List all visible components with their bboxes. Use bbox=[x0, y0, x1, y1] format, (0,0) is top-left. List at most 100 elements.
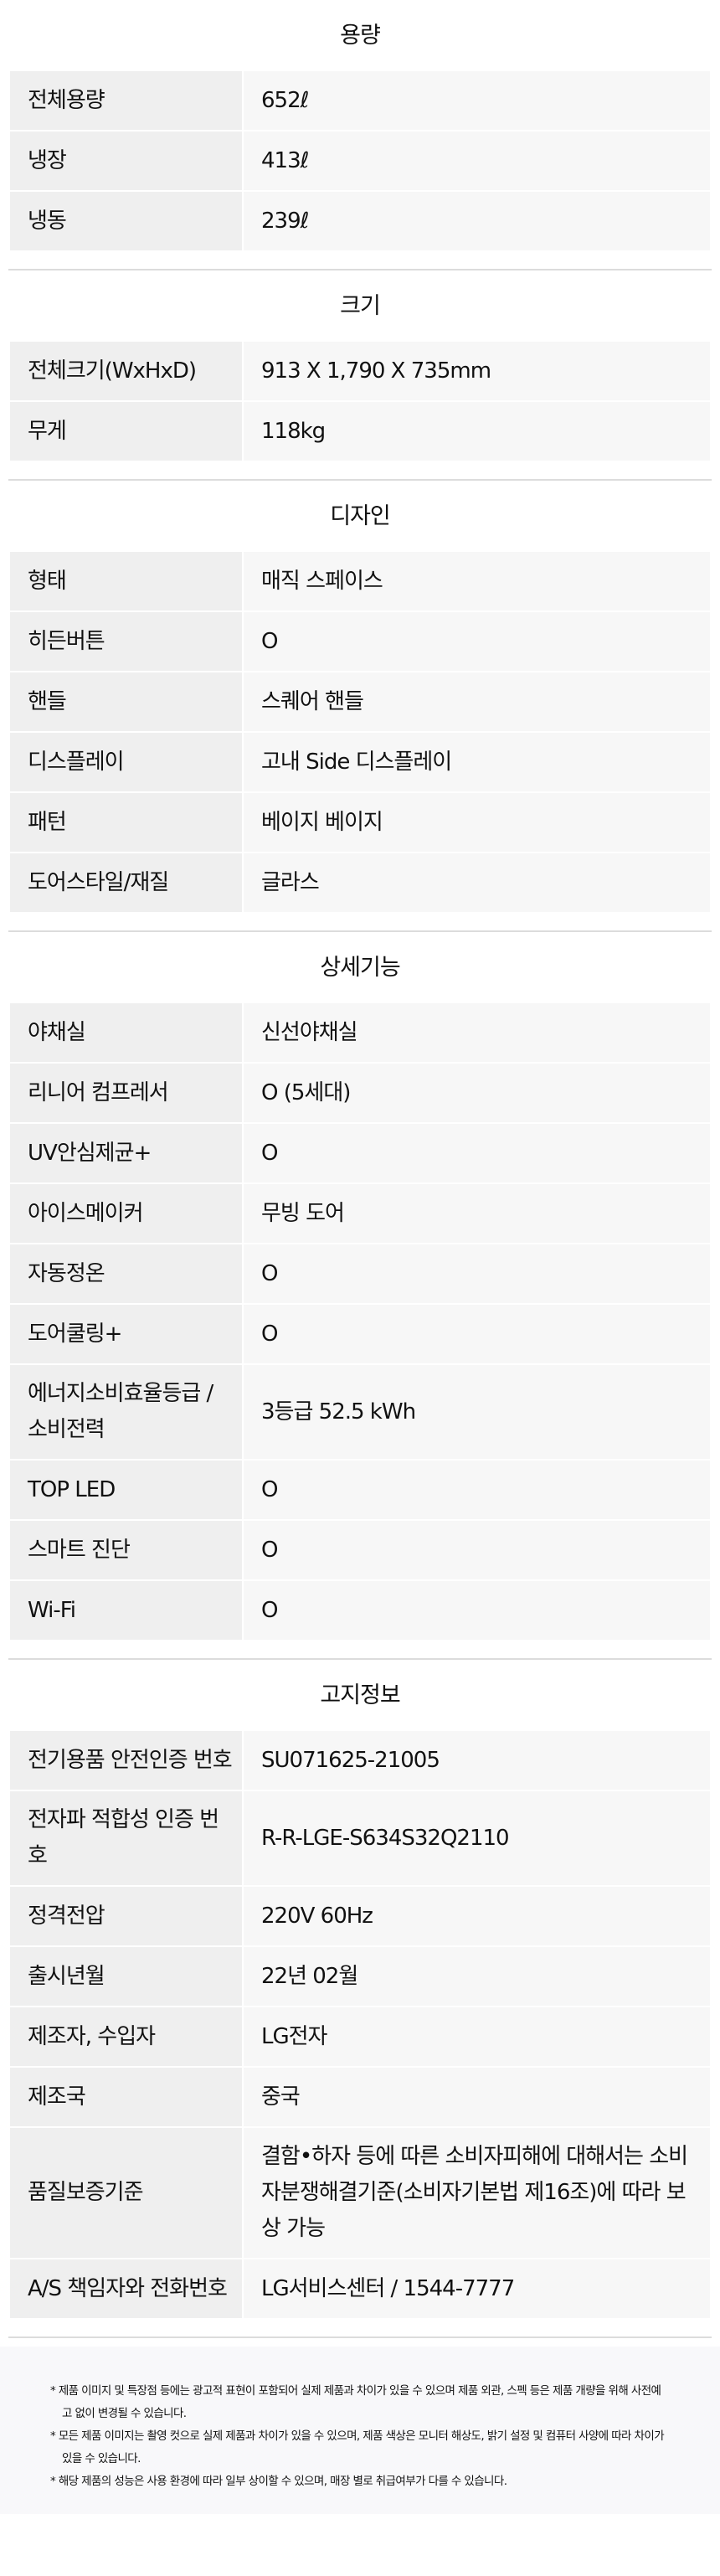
spec-row: 형태 매직 스페이스 bbox=[10, 552, 710, 611]
spec-section: 상세기능 야채실 신선야채실 리니어 컴프레서 O (5세대) UV안심제균+ … bbox=[0, 932, 720, 1660]
spec-rows: 형태 매직 스페이스 히든버튼 O 핸들 스퀘어 핸들 디스플레이 고내 Sid… bbox=[10, 552, 710, 912]
spec-value: O bbox=[244, 1581, 710, 1640]
spec-label: 디스플레이 bbox=[10, 733, 242, 791]
spec-value: O bbox=[244, 612, 710, 671]
spec-label: 아이스메이커 bbox=[10, 1184, 242, 1243]
spec-row: 전체크기(WxHxD) 913 X 1,790 X 735mm bbox=[10, 342, 710, 400]
spec-row: TOP LED O bbox=[10, 1461, 710, 1519]
spec-value: 글라스 bbox=[244, 853, 710, 912]
spec-label: TOP LED bbox=[10, 1461, 242, 1519]
spec-label: 리니어 컴프레서 bbox=[10, 1064, 242, 1122]
spec-row: 품질보증기준 결함•하자 등에 따른 소비자피해에 대해서는 소비자분쟁해결기준… bbox=[10, 2128, 710, 2258]
spec-row: UV안심제균+ O bbox=[10, 1124, 710, 1182]
spec-value: 118kg bbox=[244, 402, 710, 461]
spec-label: 출시년월 bbox=[10, 1947, 242, 2006]
spec-value: 중국 bbox=[244, 2068, 710, 2126]
spec-label: 히든버튼 bbox=[10, 612, 242, 671]
spec-label: 냉장 bbox=[10, 131, 242, 190]
section-title: 용량 bbox=[340, 23, 381, 49]
section-divider bbox=[8, 479, 712, 481]
spec-row: 패턴 베이지 베이지 bbox=[10, 793, 710, 852]
spec-label: 제조국 bbox=[10, 2068, 242, 2126]
disclaimer-notes: * 제품 이미지 및 특장점 등에는 광고적 표현이 포함되어 실제 제품과 차… bbox=[0, 2347, 720, 2514]
spec-value: 22년 02월 bbox=[244, 1947, 710, 2006]
spec-label: 품질보증기준 bbox=[10, 2128, 242, 2258]
spec-rows: 전기용품 안전인증 번호 SU071625-21005 전자파 적합성 인증 번… bbox=[10, 1731, 710, 2318]
spec-label: 전기용품 안전인증 번호 bbox=[10, 1731, 242, 1790]
spec-value: LG전자 bbox=[244, 2007, 710, 2066]
spec-value: 매직 스페이스 bbox=[244, 552, 710, 611]
spec-rows: 전체용량 652ℓ 냉장 413ℓ 냉동 239ℓ bbox=[10, 71, 710, 250]
spec-row: 히든버튼 O bbox=[10, 612, 710, 671]
spec-label: 전자파 적합성 인증 번호 bbox=[10, 1791, 242, 1885]
spec-label: UV안심제균+ bbox=[10, 1124, 242, 1182]
note-item: * 제품 이미지 및 특장점 등에는 광고적 표현이 포함되어 실제 제품과 차… bbox=[50, 2384, 661, 2420]
spec-row: 아이스메이커 무빙 도어 bbox=[10, 1184, 710, 1243]
spec-rows: 야채실 신선야채실 리니어 컴프레서 O (5세대) UV안심제균+ O 아이스… bbox=[10, 1003, 710, 1640]
spec-label: 전체용량 bbox=[10, 71, 242, 130]
section-title: 디자인 bbox=[330, 503, 391, 529]
section-divider bbox=[8, 2336, 712, 2338]
spec-row: 냉장 413ℓ bbox=[10, 131, 710, 190]
spec-table: 용량 전체용량 652ℓ 냉장 413ℓ 냉동 239ℓ 크기 전체크기(WxH… bbox=[0, 0, 720, 2338]
spec-row: 제조자, 수입자 LG전자 bbox=[10, 2007, 710, 2066]
spec-label: 무게 bbox=[10, 402, 242, 461]
spec-label: 정격전압 bbox=[10, 1887, 242, 1945]
spec-value: O (5세대) bbox=[244, 1064, 710, 1122]
spec-label: 핸들 bbox=[10, 672, 242, 731]
note-item: * 해당 제품의 성능은 사용 환경에 따라 일부 상이할 수 있으며, 매장 … bbox=[50, 2475, 507, 2488]
spec-row: 전체용량 652ℓ bbox=[10, 71, 710, 130]
spec-value: R-R-LGE-S634S32Q2110 bbox=[244, 1791, 710, 1885]
spec-row: 에너지소비효율등급 / 소비전력 3등급 52.5 kWh bbox=[10, 1365, 710, 1459]
spec-label: Wi-Fi bbox=[10, 1581, 242, 1640]
spec-value: O bbox=[244, 1244, 710, 1303]
spec-value: 652ℓ bbox=[244, 71, 710, 130]
spec-value: O bbox=[244, 1461, 710, 1519]
spec-value: 220V 60Hz bbox=[244, 1887, 710, 1945]
spec-label: 제조자, 수입자 bbox=[10, 2007, 242, 2066]
section-divider bbox=[8, 1658, 712, 1660]
spec-row: A/S 책임자와 전화번호 LG서비스센터 / 1544-7777 bbox=[10, 2259, 710, 2318]
spec-label: 패턴 bbox=[10, 793, 242, 852]
spec-value: 무빙 도어 bbox=[244, 1184, 710, 1243]
spec-label: 도어쿨링+ bbox=[10, 1305, 242, 1363]
spec-section: 크기 전체크기(WxHxD) 913 X 1,790 X 735mm 무게 11… bbox=[0, 270, 720, 481]
spec-label: 자동정온 bbox=[10, 1244, 242, 1303]
section-divider bbox=[8, 930, 712, 932]
spec-value: 신선야채실 bbox=[244, 1003, 710, 1062]
spec-value: 스퀘어 핸들 bbox=[244, 672, 710, 731]
spec-row: 전기용품 안전인증 번호 SU071625-21005 bbox=[10, 1731, 710, 1790]
section-divider bbox=[8, 269, 712, 270]
section-title: 상세기능 bbox=[320, 955, 400, 981]
spec-row: 출시년월 22년 02월 bbox=[10, 1947, 710, 2006]
spec-row: 무게 118kg bbox=[10, 402, 710, 461]
spec-value: LG서비스센터 / 1544-7777 bbox=[244, 2259, 710, 2318]
spec-label: A/S 책임자와 전화번호 bbox=[10, 2259, 242, 2318]
section-title: 크기 bbox=[340, 293, 381, 319]
spec-row: 야채실 신선야채실 bbox=[10, 1003, 710, 1062]
spec-row: 정격전압 220V 60Hz bbox=[10, 1887, 710, 1945]
spec-row: 전자파 적합성 인증 번호 R-R-LGE-S634S32Q2110 bbox=[10, 1791, 710, 1885]
spec-section: 용량 전체용량 652ℓ 냉장 413ℓ 냉동 239ℓ bbox=[0, 0, 720, 270]
spec-row: 도어스타일/재질 글라스 bbox=[10, 853, 710, 912]
spec-label: 형태 bbox=[10, 552, 242, 611]
spec-row: 제조국 중국 bbox=[10, 2068, 710, 2126]
spec-value: 413ℓ bbox=[244, 131, 710, 190]
spec-section: 디자인 형태 매직 스페이스 히든버튼 O 핸들 스퀘어 핸들 디스플레이 고내… bbox=[0, 481, 720, 932]
spec-row: Wi-Fi O bbox=[10, 1581, 710, 1640]
spec-label: 냉동 bbox=[10, 192, 242, 250]
spec-value: O bbox=[244, 1305, 710, 1363]
spec-rows: 전체크기(WxHxD) 913 X 1,790 X 735mm 무게 118kg bbox=[10, 342, 710, 461]
spec-row: 자동정온 O bbox=[10, 1244, 710, 1303]
spec-row: 디스플레이 고내 Side 디스플레이 bbox=[10, 733, 710, 791]
spec-value: 239ℓ bbox=[244, 192, 710, 250]
spec-value: O bbox=[244, 1124, 710, 1182]
spec-value: 베이지 베이지 bbox=[244, 793, 710, 852]
spec-value: 913 X 1,790 X 735mm bbox=[244, 342, 710, 400]
spec-value: 고내 Side 디스플레이 bbox=[244, 733, 710, 791]
section-title: 고지정보 bbox=[320, 1682, 400, 1708]
spec-label: 스마트 진단 bbox=[10, 1521, 242, 1579]
spec-value: SU071625-21005 bbox=[244, 1731, 710, 1790]
spec-label: 전체크기(WxHxD) bbox=[10, 342, 242, 400]
spec-value: O bbox=[244, 1521, 710, 1579]
